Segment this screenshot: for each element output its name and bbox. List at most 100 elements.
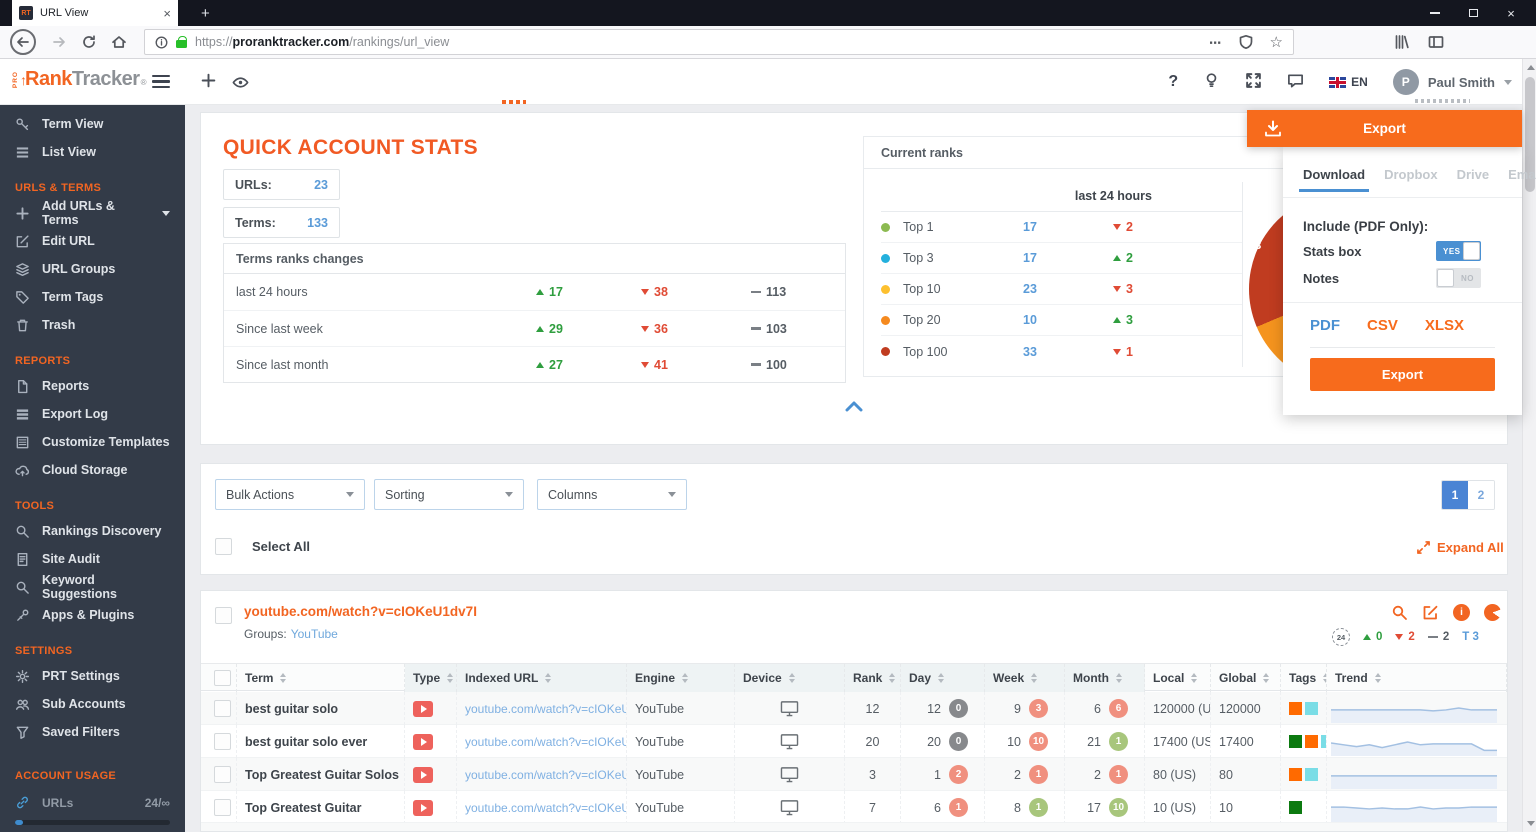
sort-icon[interactable] — [889, 673, 895, 683]
column-header-week[interactable]: Week — [985, 664, 1065, 692]
url-bar[interactable]: https://proranktracker.com/rankings/url_… — [144, 29, 1294, 55]
sort-icon[interactable] — [280, 673, 286, 683]
sort-icon[interactable] — [1375, 673, 1381, 683]
scroll-up-arrow[interactable] — [1527, 65, 1535, 70]
maximize-button[interactable] — [1454, 0, 1492, 26]
pie-chart-icon[interactable] — [1484, 604, 1501, 621]
sidebar-item-saved-filters[interactable]: Saved Filters — [0, 718, 185, 746]
collapse-panel-button[interactable] — [845, 400, 863, 415]
columns-dropdown[interactable]: Columns — [537, 479, 687, 510]
expand-all-button[interactable]: Expand All — [1417, 540, 1504, 555]
sidebar-item-keyword-suggestions[interactable]: Keyword Suggestions — [0, 573, 185, 601]
sort-icon[interactable] — [1263, 673, 1269, 683]
row-checkbox[interactable] — [214, 700, 231, 717]
sidebar-item-cloud-storage[interactable]: Cloud Storage — [0, 456, 185, 484]
home-button[interactable] — [111, 34, 127, 50]
column-header-local[interactable]: Local — [1145, 664, 1211, 692]
page-button-1[interactable]: 1 — [1442, 481, 1468, 509]
tab-drive[interactable]: Drive — [1457, 167, 1490, 182]
column-header-tags[interactable]: Tags — [1281, 664, 1327, 692]
column-header-trend[interactable]: Trend — [1327, 664, 1507, 692]
indexed-url-link[interactable]: youtube.com/watch?v=cIOKeU1d — [465, 768, 627, 782]
page-actions-icon[interactable]: ⋯ — [1209, 35, 1222, 50]
view-button[interactable] — [232, 74, 249, 94]
export-popup-header[interactable]: Export — [1247, 110, 1522, 147]
format-pdf[interactable]: PDF — [1310, 317, 1340, 334]
sidebar-item-term-view[interactable]: Term View — [0, 110, 185, 138]
sidebar-item-term-tags[interactable]: Term Tags — [0, 283, 185, 311]
help-button[interactable]: ? — [1168, 73, 1178, 91]
bookmark-star-icon[interactable]: ☆ — [1270, 33, 1283, 51]
hamburger-menu-button[interactable] — [152, 75, 170, 91]
page-button-2[interactable]: 2 — [1468, 481, 1494, 509]
sidebar-toggle-icon[interactable] — [1428, 34, 1444, 50]
select-all-checkbox[interactable] — [215, 538, 232, 555]
tab-close-icon[interactable]: × — [163, 7, 171, 20]
sidebar-item-export-log[interactable]: Export Log — [0, 400, 185, 428]
fullscreen-button[interactable] — [1245, 72, 1262, 92]
forward-button[interactable] — [51, 34, 67, 50]
chat-button[interactable] — [1287, 72, 1304, 92]
notes-toggle[interactable]: NO — [1436, 268, 1481, 288]
sort-icon[interactable] — [789, 673, 795, 683]
indexed-url-link[interactable]: youtube.com/watch?v=cIOKeU1d — [465, 735, 627, 749]
column-header-day[interactable]: Day — [901, 664, 985, 692]
edit-icon[interactable] — [1422, 604, 1439, 621]
sidebar-item-apps-plugins[interactable]: Apps & Plugins — [0, 601, 185, 629]
tips-button[interactable] — [1203, 72, 1220, 92]
column-header-engine[interactable]: Engine — [627, 664, 735, 692]
sidebar-item-reports[interactable]: Reports — [0, 372, 185, 400]
column-header-term[interactable]: Term — [237, 664, 405, 692]
sort-icon[interactable] — [682, 673, 688, 683]
sidebar-item-edit-url[interactable]: Edit URL — [0, 227, 185, 255]
sidebar-item-url-groups[interactable]: URL Groups — [0, 255, 185, 283]
format-csv[interactable]: CSV — [1367, 317, 1398, 334]
sorting-dropdown[interactable]: Sorting — [374, 479, 524, 510]
column-header-global[interactable]: Global — [1211, 664, 1281, 692]
column-header-type[interactable]: Type — [405, 664, 457, 692]
indexed-url-link[interactable]: youtube.com/watch?v=cIOKeU1d — [465, 801, 627, 815]
shield-icon[interactable] — [1238, 34, 1254, 50]
format-xlsx[interactable]: XLSX — [1425, 317, 1464, 334]
sort-icon[interactable] — [1116, 673, 1122, 683]
add-button[interactable] — [200, 72, 217, 92]
url-group-checkbox[interactable] — [215, 607, 232, 624]
sidebar-item-sub-accounts[interactable]: Sub Accounts — [0, 690, 185, 718]
sort-icon[interactable] — [447, 673, 453, 683]
sidebar-item-prt-settings[interactable]: PRT Settings — [0, 662, 185, 690]
sidebar-item-trash[interactable]: Trash — [0, 311, 185, 339]
sidebar-item-rankings-discovery[interactable]: Rankings Discovery — [0, 517, 185, 545]
tab-dropbox[interactable]: Dropbox — [1384, 167, 1437, 182]
sort-icon[interactable] — [545, 673, 551, 683]
reload-button[interactable] — [81, 34, 97, 50]
info-icon[interactable]: i — [1453, 604, 1470, 621]
export-button[interactable]: Export — [1310, 358, 1495, 391]
row-checkbox[interactable] — [214, 766, 231, 783]
bulk-actions-dropdown[interactable]: Bulk Actions — [215, 479, 365, 510]
tab-email[interactable]: Email — [1508, 167, 1536, 182]
stats-box-toggle[interactable]: YES — [1436, 241, 1481, 261]
column-header-rank[interactable]: Rank — [845, 664, 901, 692]
group-name-link[interactable]: YouTube — [291, 627, 338, 641]
library-icon[interactable] — [1394, 34, 1410, 50]
indexed-url-link[interactable]: youtube.com/watch?v=cIOKeU1d — [465, 702, 627, 716]
column-header-month[interactable]: Month — [1065, 664, 1145, 692]
scroll-down-arrow[interactable] — [1527, 821, 1535, 826]
close-window-button[interactable]: × — [1492, 0, 1530, 26]
row-checkbox[interactable] — [214, 799, 231, 816]
browser-tab[interactable]: RT URL View × — [12, 0, 178, 26]
sidebar-item-add-urls-terms[interactable]: Add URLs & Terms — [0, 199, 185, 227]
sort-icon[interactable] — [1031, 673, 1037, 683]
user-menu[interactable]: P Paul Smith — [1393, 69, 1512, 95]
page-info-icon[interactable] — [155, 36, 168, 49]
column-header-device[interactable]: Device — [735, 664, 845, 692]
tab-download[interactable]: Download — [1303, 167, 1365, 182]
sort-icon[interactable] — [1191, 673, 1197, 683]
sort-icon[interactable] — [938, 673, 944, 683]
column-header-indexed-url[interactable]: Indexed URL — [457, 664, 627, 692]
app-logo[interactable]: PRO ↑ Rank Tracker ® — [12, 68, 146, 91]
back-button[interactable] — [10, 29, 36, 55]
new-tab-button[interactable]: + — [195, 0, 216, 26]
search-icon[interactable] — [1391, 604, 1408, 621]
url-group-title-link[interactable]: youtube.com/watch?v=cIOKeU1dv7I — [244, 604, 477, 619]
